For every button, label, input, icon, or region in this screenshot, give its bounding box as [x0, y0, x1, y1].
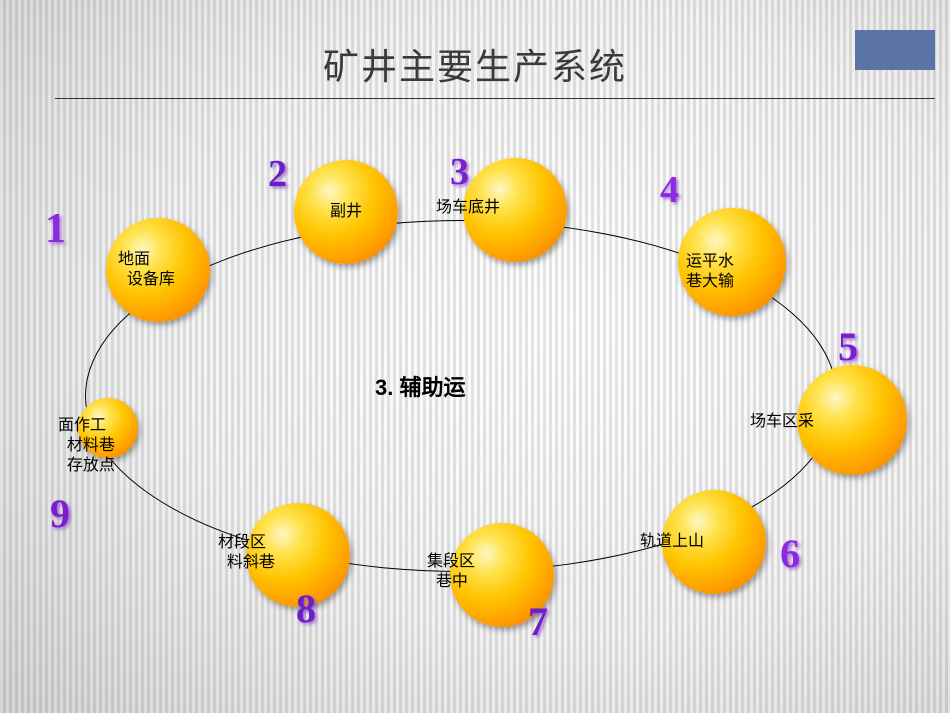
node-number-7: 7	[528, 598, 548, 645]
node-label-2: 副井	[330, 202, 362, 222]
node-label-4: 运平水 巷大输	[686, 252, 734, 292]
node-label-7: 集段区 巷中	[427, 552, 475, 592]
node-number-8: 8	[296, 585, 316, 632]
node-label-8: 材段区 料斜巷	[218, 533, 275, 573]
node-number-9: 9	[50, 490, 70, 537]
node-number-5: 5	[838, 323, 858, 370]
node-label-1: 地面 设备库	[118, 250, 175, 290]
node-label-6: 轨道上山	[640, 532, 704, 552]
slide-stage: 矿井主要生产系统 3. 辅助运 地面 设备库 1 副井 2 场车底井 3 运平水 巷大输4 场…	[0, 0, 950, 713]
node-number-6: 6	[780, 530, 800, 577]
node-label-5: 场车区采	[750, 412, 814, 432]
node-number-2: 2	[268, 152, 287, 196]
node-number-4: 4	[660, 168, 679, 212]
node-label-9: 面作工 材料巷 存放点	[58, 416, 115, 476]
page-title: 矿井主要生产系统	[0, 38, 950, 90]
center-label: 3. 辅助运	[375, 370, 465, 402]
node-label-3: 场车底井	[436, 198, 500, 218]
node-number-3: 3	[450, 150, 469, 194]
node-number-1: 1	[45, 205, 66, 253]
title-underline	[55, 98, 935, 99]
